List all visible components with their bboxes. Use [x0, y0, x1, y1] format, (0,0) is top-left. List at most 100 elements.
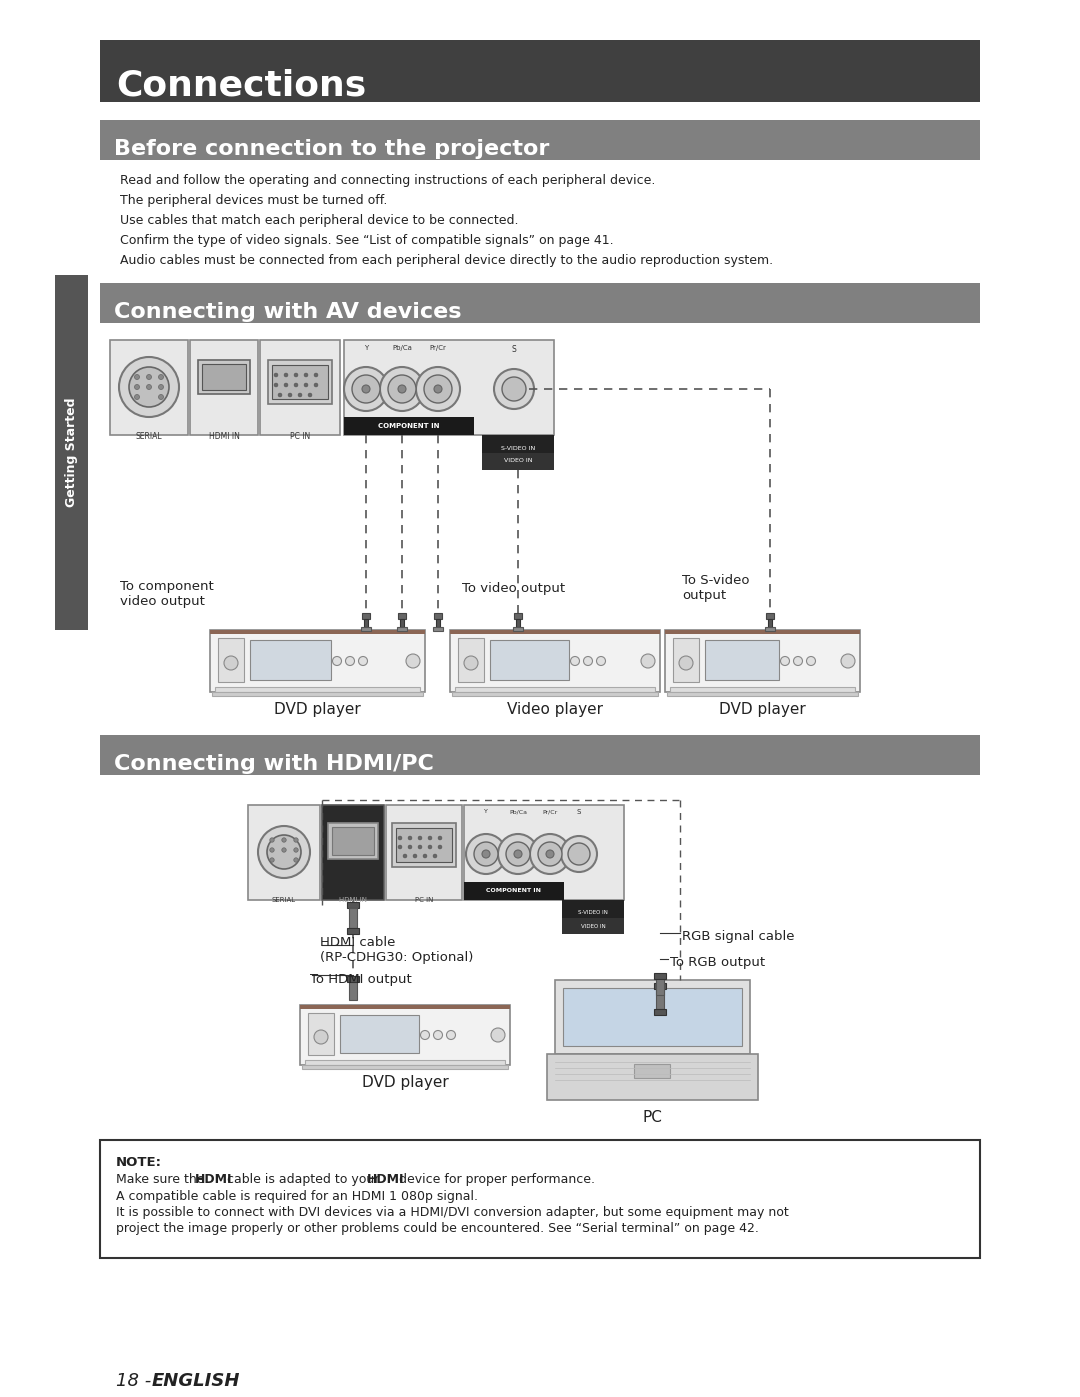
Circle shape — [596, 657, 606, 665]
Bar — [347, 977, 359, 982]
Bar — [634, 1065, 670, 1078]
Bar — [482, 453, 554, 469]
Circle shape — [482, 849, 490, 858]
Bar — [667, 692, 858, 696]
Circle shape — [278, 393, 282, 397]
Bar — [248, 805, 320, 900]
Circle shape — [474, 842, 498, 866]
Circle shape — [438, 845, 442, 849]
Circle shape — [284, 383, 288, 387]
Text: VIDEO IN: VIDEO IN — [581, 923, 606, 929]
Bar — [349, 908, 357, 928]
Circle shape — [498, 834, 538, 875]
Circle shape — [418, 835, 422, 840]
Bar — [768, 619, 772, 627]
Bar — [656, 977, 664, 995]
Circle shape — [303, 383, 308, 387]
Text: S: S — [512, 345, 516, 353]
Circle shape — [267, 835, 301, 869]
Circle shape — [438, 835, 442, 840]
Text: Read and follow the operating and connecting instructions of each peripheral dev: Read and follow the operating and connec… — [120, 175, 656, 187]
Bar — [272, 365, 328, 400]
Circle shape — [294, 848, 298, 852]
Bar — [212, 692, 423, 696]
Circle shape — [538, 842, 562, 866]
Text: Make sure the: Make sure the — [116, 1173, 208, 1186]
Circle shape — [333, 657, 341, 665]
Circle shape — [288, 393, 292, 397]
Text: Video player: Video player — [507, 703, 603, 717]
Circle shape — [428, 835, 432, 840]
Circle shape — [530, 834, 570, 875]
Bar — [482, 434, 554, 453]
Text: RGB signal cable: RGB signal cable — [681, 930, 795, 943]
Bar — [55, 275, 87, 630]
Text: cable is adapted to your: cable is adapted to your — [222, 1173, 383, 1186]
Text: Use cables that match each peripheral device to be connected.: Use cables that match each peripheral de… — [120, 214, 518, 226]
Text: HDMI: HDMI — [195, 1173, 232, 1186]
Text: Y: Y — [484, 809, 488, 814]
Circle shape — [841, 654, 855, 668]
Circle shape — [345, 367, 388, 411]
Bar — [100, 1140, 980, 1259]
Circle shape — [807, 657, 815, 665]
Circle shape — [399, 845, 402, 849]
Bar — [110, 339, 188, 434]
Text: COMPONENT IN: COMPONENT IN — [486, 888, 541, 894]
Bar — [516, 619, 519, 627]
Bar — [100, 41, 980, 102]
Circle shape — [491, 1028, 505, 1042]
Circle shape — [308, 393, 312, 397]
Circle shape — [464, 657, 478, 671]
Text: HDMI cable
(RP-CDHG30: Optional): HDMI cable (RP-CDHG30: Optional) — [320, 936, 473, 964]
Bar — [364, 619, 368, 627]
Text: project the image properly or other problems could be encountered. See “Serial t: project the image properly or other prob… — [116, 1222, 759, 1235]
Circle shape — [408, 845, 411, 849]
Circle shape — [135, 384, 139, 390]
Bar — [490, 640, 569, 680]
Circle shape — [346, 657, 354, 665]
Bar — [399, 613, 406, 619]
Bar — [665, 630, 860, 692]
Text: Before connection to the projector: Before connection to the projector — [114, 138, 550, 159]
Circle shape — [679, 657, 693, 671]
Bar — [400, 619, 404, 627]
Text: Pr/Cr: Pr/Cr — [430, 345, 446, 351]
Bar — [514, 613, 522, 619]
Bar — [392, 823, 456, 868]
Circle shape — [359, 657, 367, 665]
Circle shape — [274, 373, 278, 377]
Bar — [386, 805, 462, 900]
Circle shape — [546, 849, 554, 858]
Bar — [436, 619, 440, 627]
Text: HDMI: HDMI — [367, 1173, 405, 1186]
Circle shape — [119, 358, 179, 416]
Text: To component
video output: To component video output — [120, 580, 214, 608]
Circle shape — [434, 386, 442, 393]
Bar — [190, 339, 258, 434]
Bar — [260, 339, 340, 434]
Circle shape — [270, 848, 274, 852]
Circle shape — [147, 374, 151, 380]
Circle shape — [502, 377, 526, 401]
Circle shape — [258, 826, 310, 877]
Bar — [433, 627, 443, 631]
Bar — [513, 627, 523, 631]
Bar — [218, 638, 244, 682]
Circle shape — [583, 657, 593, 665]
Bar — [302, 1065, 508, 1069]
Bar — [766, 613, 774, 619]
Circle shape — [507, 842, 530, 866]
Circle shape — [294, 838, 298, 842]
Text: HDMI IN: HDMI IN — [339, 897, 367, 902]
Circle shape — [433, 1031, 443, 1039]
Circle shape — [465, 834, 507, 875]
Circle shape — [147, 384, 151, 390]
Text: A compatible cable is required for an HDMI 1 080p signal.: A compatible cable is required for an HD… — [116, 1190, 478, 1203]
Bar — [210, 630, 426, 634]
Text: To HDMI output: To HDMI output — [310, 972, 411, 986]
Bar — [215, 687, 420, 692]
Text: The peripheral devices must be turned off.: The peripheral devices must be turned of… — [120, 194, 388, 207]
Bar — [562, 900, 624, 918]
Bar — [464, 882, 564, 900]
